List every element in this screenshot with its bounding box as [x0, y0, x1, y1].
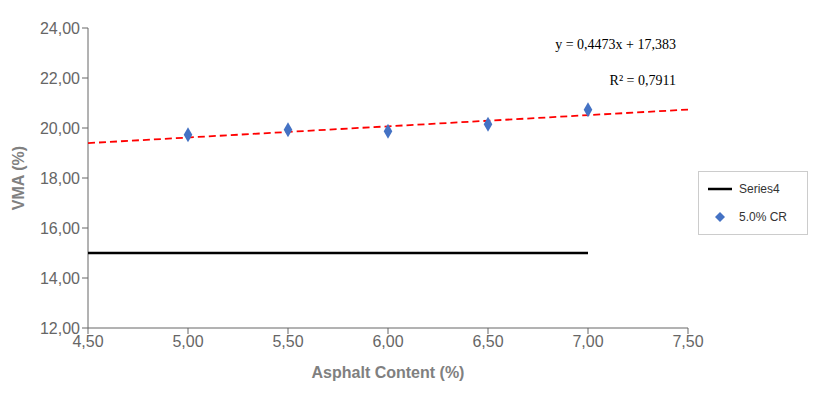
html-text:y = 0,4473x + 17,383: y = 0,4473x + 17,383 [555, 37, 676, 52]
svg-text:7,50: 7,50 [672, 333, 703, 350]
html-text:Series4: Series4 [739, 182, 780, 196]
svg-text:16,00: 16,00 [40, 220, 80, 237]
svg-text:5,50: 5,50 [272, 333, 303, 350]
svg-text:22,00: 22,00 [40, 70, 80, 87]
svg-text:6,00: 6,00 [372, 333, 403, 350]
svg-text:14,00: 14,00 [40, 270, 80, 287]
svg-text:6,50: 6,50 [472, 333, 503, 350]
svg-text:4,50: 4,50 [72, 333, 104, 351]
svg-text:Asphalt Content (%): Asphalt Content (%) [312, 364, 465, 381]
svg-text:18,00: 18,00 [40, 170, 80, 187]
svg-text:12,00: 12,00 [40, 320, 80, 337]
html-text:5.0% CR: 5.0% CR [739, 210, 787, 224]
svg-text:20,00: 20,00 [40, 120, 80, 137]
svg-text:VMA (%): VMA (%) [10, 146, 27, 210]
svg-text:24,00: 24,00 [40, 20, 80, 37]
svg-text:5,00: 5,00 [172, 333, 203, 350]
svg-text:7,00: 7,00 [572, 333, 603, 350]
html-text:R² = 0,7911: R² = 0,7911 [609, 73, 676, 88]
